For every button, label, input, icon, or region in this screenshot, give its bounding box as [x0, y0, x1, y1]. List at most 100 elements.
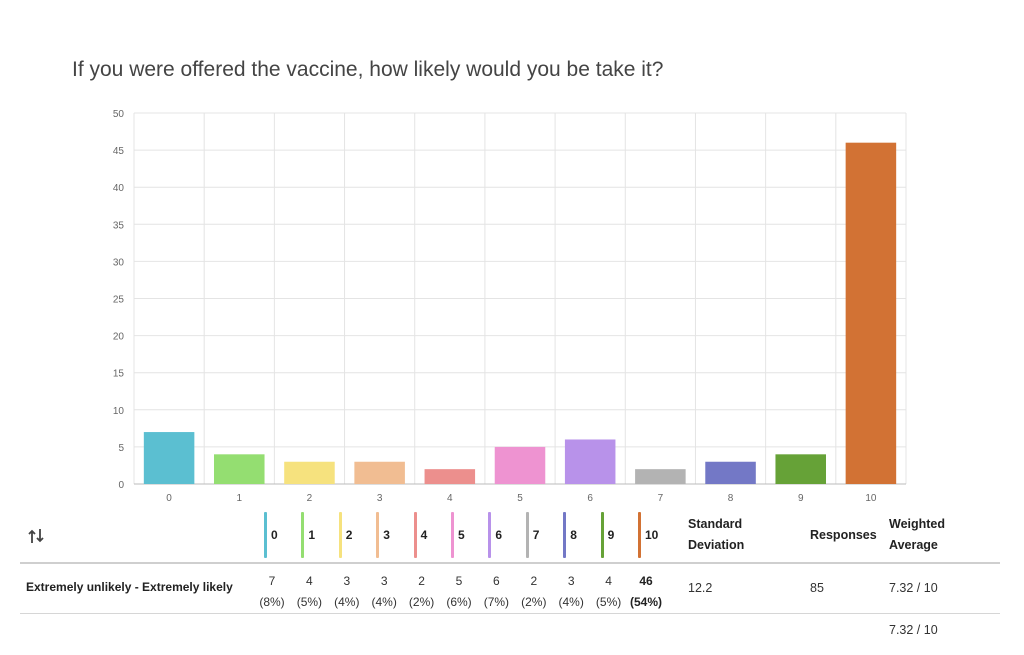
cell-count: 3 — [380, 574, 388, 588]
column-header-label: 2 — [345, 528, 353, 542]
x-tick-label: 1 — [236, 493, 242, 504]
bar-2[interactable] — [284, 461, 335, 484]
cell-count: 7 — [268, 574, 276, 588]
column-header-label: 1 — [308, 528, 316, 542]
table-cell-6: 6 (7%) — [476, 571, 516, 613]
bar-0[interactable] — [143, 432, 195, 484]
column-color-stripe — [338, 512, 342, 558]
y-tick-label: 35 — [113, 220, 125, 231]
x-tick-label: 3 — [377, 493, 383, 504]
cell-percent: (6%) — [446, 595, 472, 609]
bar-8[interactable] — [705, 461, 756, 484]
x-tick-label: 0 — [166, 493, 172, 504]
y-tick-label: 20 — [113, 332, 125, 343]
column-header-label: 8 — [570, 528, 577, 542]
column-header-2[interactable]: 2 — [338, 512, 353, 558]
bar-1[interactable] — [214, 454, 265, 484]
x-tick-label: 8 — [728, 493, 734, 504]
cell-percent: (2%) — [521, 595, 547, 609]
weighted-average-header[interactable]: Weighted Average — [889, 517, 946, 552]
chart-title: If you were offered the vaccine, how lik… — [72, 58, 664, 81]
column-color-stripe — [451, 512, 454, 558]
column-color-stripe — [563, 512, 567, 558]
y-tick-label: 45 — [113, 146, 125, 157]
cell-count: 6 — [493, 574, 500, 588]
cell-percent: (4%) — [558, 595, 584, 609]
x-tick-label: 10 — [865, 493, 877, 504]
column-color-stripe — [638, 512, 641, 558]
table-cell-3: 3 (4%) — [364, 571, 404, 613]
column-color-stripe — [413, 512, 417, 558]
cell-percent: (4%) — [371, 595, 397, 609]
bar-7[interactable] — [635, 469, 686, 484]
cell-count: 4 — [605, 574, 612, 588]
y-tick-label: 10 — [113, 406, 125, 417]
y-tick-label: 40 — [113, 183, 125, 194]
bar-6[interactable] — [564, 439, 616, 484]
column-header-1[interactable]: 1 — [301, 512, 315, 558]
table-cell-0: 7 (8%) — [252, 571, 292, 613]
column-header-3[interactable]: 3 — [376, 512, 390, 558]
column-header-8[interactable]: 8 — [563, 512, 577, 558]
column-header-4[interactable]: 4 — [413, 512, 428, 558]
column-header-label: 0 — [271, 528, 278, 542]
x-tick-label: 2 — [307, 493, 313, 504]
bar-9[interactable] — [775, 454, 826, 484]
bar-5[interactable] — [494, 446, 546, 484]
column-header-label: 7 — [532, 528, 540, 542]
cell-percent: (2%) — [408, 595, 435, 609]
std-dev-header[interactable]: Standard Deviation — [688, 517, 745, 552]
column-header-label: 4 — [420, 528, 428, 542]
column-header-10[interactable]: 10 — [638, 512, 658, 558]
column-header-0[interactable]: 0 — [264, 512, 278, 558]
column-color-stripe — [301, 512, 305, 558]
table-header-divider — [20, 562, 1000, 564]
column-header-7[interactable]: 7 — [525, 512, 540, 558]
column-color-stripe — [600, 512, 604, 558]
bar-3[interactable] — [354, 461, 405, 484]
cell-percent: (4%) — [334, 595, 360, 609]
column-header-label: 9 — [607, 528, 615, 542]
column-header-6[interactable]: 6 — [488, 512, 502, 558]
y-tick-label: 0 — [118, 480, 124, 491]
total-weighted-average: 7.32 / 10 — [889, 623, 938, 637]
table-cell-2: 3 (4%) — [327, 571, 367, 613]
y-tick-label: 5 — [118, 443, 124, 454]
weighted-average-value: 7.32 / 10 — [889, 581, 938, 595]
cell-count: 3 — [343, 574, 351, 588]
cell-count: 2 — [530, 574, 538, 588]
cell-count: 3 — [567, 574, 575, 588]
cell-count: 4 — [306, 574, 313, 588]
table-cell-10: 46 (54%) — [626, 571, 666, 613]
cell-percent: (5%) — [595, 595, 622, 609]
cell-percent: (54%) — [629, 595, 662, 609]
column-header-9[interactable]: 9 — [600, 512, 615, 558]
cell-count: 2 — [418, 574, 425, 588]
cell-percent: (8%) — [259, 595, 285, 609]
column-header-label: 6 — [495, 528, 503, 542]
column-header-label: 5 — [458, 528, 465, 542]
responses-value: 85 — [810, 581, 824, 595]
std-dev-value: 12.2 — [688, 581, 713, 595]
column-color-stripe — [488, 512, 492, 558]
column-color-stripe — [264, 512, 267, 558]
column-color-stripe — [376, 512, 380, 558]
y-tick-label: 15 — [113, 369, 125, 380]
table-cell-7: 2 (2%) — [514, 571, 554, 613]
cell-percent: (5%) — [296, 595, 323, 609]
column-color-stripe — [525, 512, 529, 558]
table-cell-4: 2 (2%) — [402, 571, 442, 613]
y-tick-label: 25 — [113, 295, 125, 306]
column-header-5[interactable]: 5 — [451, 512, 465, 558]
responses-header[interactable]: Responses — [810, 528, 877, 542]
row-label: Extremely unlikely - Extremely likely — [26, 580, 233, 594]
bar-4[interactable] — [424, 469, 476, 484]
table-cell-8: 3 (4%) — [551, 571, 591, 613]
column-header-label: 3 — [383, 528, 390, 542]
swap-sort-icon[interactable] — [27, 527, 45, 545]
cell-count: 5 — [455, 574, 463, 588]
bar-10[interactable] — [845, 142, 897, 484]
y-tick-label: 30 — [113, 257, 125, 268]
cell-percent: (7%) — [483, 595, 510, 609]
